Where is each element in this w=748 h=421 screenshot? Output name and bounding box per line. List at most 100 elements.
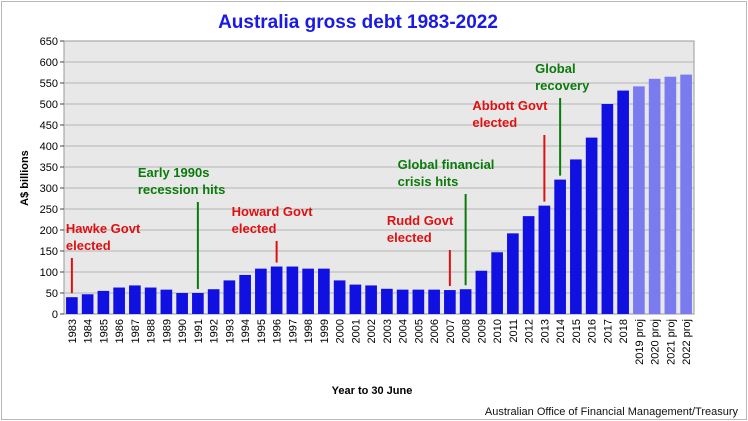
x-axis-label: Year to 30 June [332, 385, 413, 397]
y-tick-label: 200 [40, 225, 58, 237]
annotation: Abbott Govt elected [472, 98, 548, 202]
annotation-text: elected [66, 238, 111, 253]
bar [538, 205, 551, 314]
bar [144, 287, 157, 314]
bar [255, 268, 267, 314]
y-tick-label: 450 [40, 120, 58, 132]
annotation: Howard Govt elected [232, 204, 313, 263]
bar [570, 159, 582, 314]
annotation-text: Hawke Govt [66, 221, 141, 236]
bar [97, 290, 110, 314]
annotation-text: Early 1990s [138, 165, 210, 180]
x-tick-label: 2020 proj [650, 319, 662, 365]
bar [333, 280, 346, 314]
annotation: Early 1990s recession hits [138, 165, 225, 289]
bar [270, 266, 283, 314]
bar [396, 289, 409, 314]
x-tick-label: 2001 [350, 319, 362, 343]
y-tick-label: 150 [40, 246, 58, 258]
bar [381, 288, 393, 314]
bar [680, 74, 692, 314]
bar [475, 270, 488, 314]
bar [81, 294, 94, 314]
bar [318, 268, 330, 314]
source-note: Australian Office of Financial Managemen… [485, 406, 739, 418]
y-tick-label: 350 [40, 162, 58, 174]
annotation: Global financial crisis hits [398, 157, 495, 286]
y-tick-label: 500 [40, 99, 58, 111]
x-tick-label: 1995 [256, 319, 268, 343]
bar [633, 86, 645, 314]
x-tick-label: 2013 [539, 319, 551, 343]
annotation-text: recovery [535, 78, 590, 93]
x-tick-label: 1989 [161, 319, 173, 343]
bar [223, 280, 236, 314]
bar [585, 137, 598, 314]
y-tick-label: 600 [40, 57, 58, 69]
bar [129, 285, 141, 314]
bar [617, 90, 629, 314]
bar [507, 233, 519, 314]
x-tick-label: 2011 [508, 319, 520, 343]
bar [444, 290, 456, 314]
bar [648, 78, 661, 314]
x-tick-label: 2004 [398, 319, 410, 343]
y-tick-label: 50 [46, 288, 58, 300]
annotation-text: elected [387, 230, 432, 245]
bar [522, 216, 535, 314]
bar [365, 285, 377, 314]
annotation-text: recession hits [138, 182, 225, 197]
x-tick-label: 2014 [555, 319, 567, 343]
bar [192, 293, 204, 314]
annotation-text: elected [472, 115, 517, 130]
x-tick-label: 2009 [476, 319, 488, 343]
x-tick-label: 2021 proj [665, 319, 677, 365]
annotation-text: Rudd Govt [387, 213, 454, 228]
x-tick-label: 2016 [587, 319, 599, 343]
annotation-text: Global [535, 61, 575, 76]
x-tick-label: 2005 [413, 319, 425, 343]
bar [554, 179, 566, 314]
annotation-text: Global financial [398, 157, 495, 172]
bar [459, 289, 472, 314]
x-tick-label: 1997 [287, 319, 299, 343]
x-tick-label: 1984 [83, 319, 95, 343]
x-tick-label: 1987 [130, 319, 142, 343]
x-tick-label: 1986 [114, 319, 126, 343]
bar [664, 76, 677, 314]
x-tick-label: 2017 [602, 319, 614, 343]
annotation: Hawke Govt elected [66, 221, 141, 294]
y-tick-label: 650 [40, 36, 58, 48]
y-tick-label: 0 [52, 309, 58, 321]
annotation: Rudd Govt elected [387, 213, 454, 287]
bar [491, 252, 503, 314]
bar [286, 266, 299, 314]
x-tick-label: 1991 [193, 319, 205, 343]
y-tick-label: 250 [40, 204, 58, 216]
bar [239, 274, 251, 314]
bar [412, 289, 425, 314]
bar [207, 289, 220, 314]
x-tick-label: 1990 [177, 319, 189, 343]
bar [176, 293, 188, 314]
annotation-text: Abbott Govt [472, 98, 548, 113]
x-tick-label: 2006 [429, 319, 441, 343]
x-tick-label: 2008 [461, 319, 473, 343]
x-tick-label: 2007 [445, 319, 457, 343]
x-tick-label: 2010 [492, 319, 504, 343]
bar [428, 289, 440, 314]
x-tick-label: 2015 [571, 319, 583, 343]
annotation-text: crisis hits [398, 174, 459, 189]
annotation: Global recovery [535, 61, 590, 176]
x-tick-label: 1994 [240, 319, 252, 343]
x-tick-label: 2022 proj [681, 319, 693, 365]
x-tick-label: 1983 [67, 319, 79, 343]
annotation-text: elected [232, 221, 277, 236]
chart-title: Australia gross debt 1983-2022 [218, 12, 498, 33]
bar [601, 104, 614, 314]
y-tick-label: 400 [40, 141, 58, 153]
x-tick-label: 2019 proj [634, 319, 646, 365]
x-tick-label: 2002 [366, 319, 378, 343]
